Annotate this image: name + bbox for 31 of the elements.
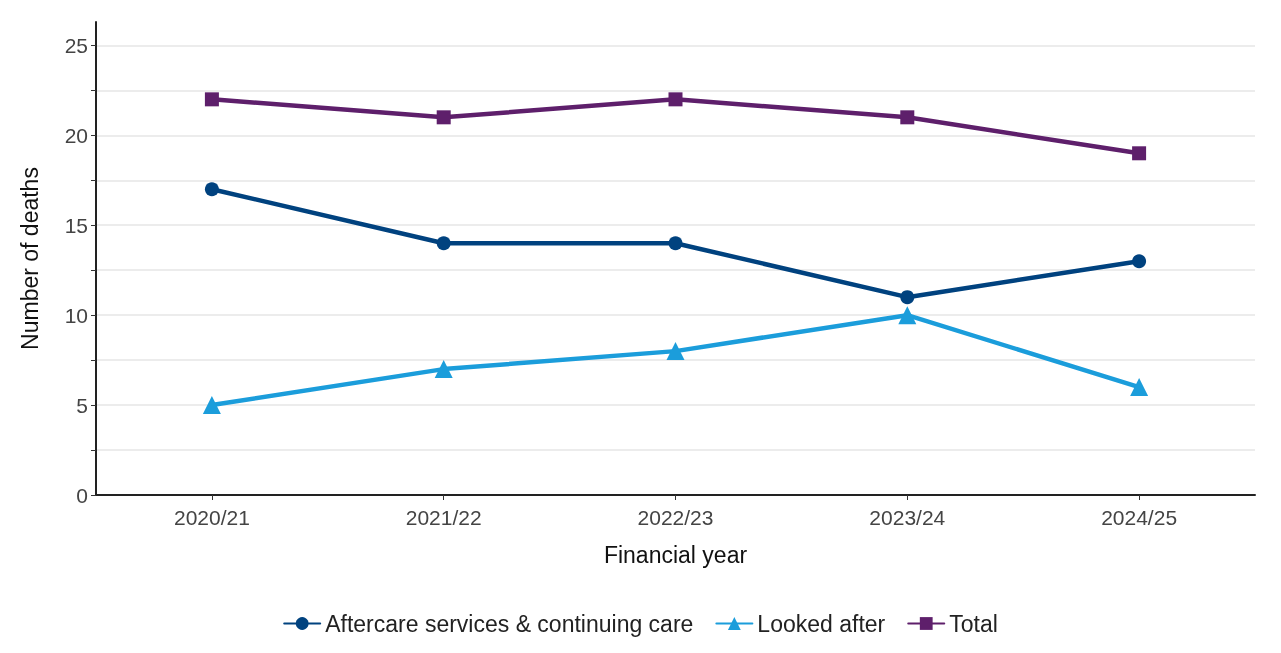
point (666, 342, 685, 361)
legend-label: Total (949, 610, 998, 637)
point (204, 92, 219, 107)
y-axis-title: Number of deaths (16, 167, 43, 350)
y-tick-label: 15 (64, 213, 88, 237)
x-tick-label: 2024/25 (1101, 506, 1178, 529)
point (668, 236, 683, 251)
x-axis-title: Financial year (603, 541, 748, 568)
y-tick-label: 0 (76, 483, 88, 507)
point (1132, 254, 1147, 269)
point (436, 110, 451, 125)
y-tick-label: 25 (64, 33, 88, 57)
y-tick-label: 20 (64, 123, 88, 147)
x-tick-label: 2020/21 (173, 506, 250, 529)
y-tick-label: 10 (64, 303, 88, 327)
legend-label: Looked after (757, 610, 886, 637)
x-tick-label: 2022/23 (637, 506, 714, 529)
point (898, 306, 917, 325)
y-tick-label: 5 (76, 393, 88, 417)
point (1132, 146, 1147, 161)
point (202, 396, 221, 415)
point (204, 182, 219, 197)
point (900, 110, 915, 125)
x-tick-label: 2023/24 (869, 506, 946, 529)
point (900, 290, 915, 305)
point (436, 236, 451, 251)
legend-label: Aftercare services & continuing care (325, 610, 694, 637)
point (668, 92, 683, 107)
x-tick-label: 2021/22 (405, 506, 482, 529)
point (434, 360, 453, 379)
point (1130, 378, 1149, 397)
